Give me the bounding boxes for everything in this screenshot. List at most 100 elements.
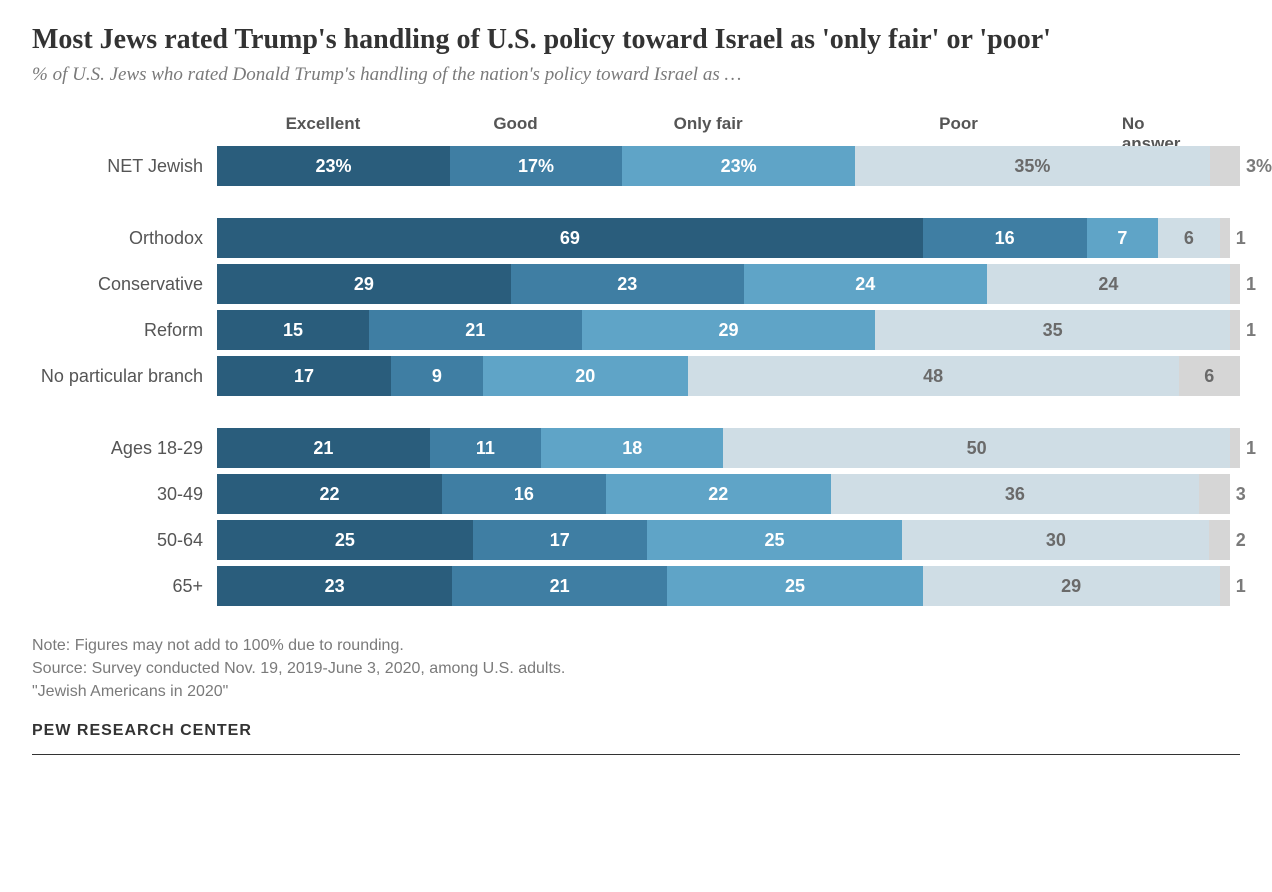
segment-no_answer: 1	[1220, 218, 1230, 258]
segment-poor: 35%	[855, 146, 1210, 186]
row-label: Conservative	[32, 274, 217, 295]
segment-value: 30	[1046, 530, 1066, 551]
segment-value: 3	[1236, 484, 1246, 505]
segment-value: 21	[550, 576, 570, 597]
segment-poor: 36	[831, 474, 1199, 514]
row-label: 50-64	[32, 530, 217, 551]
segment-value: 50	[967, 438, 987, 459]
segment-no_answer: 3%	[1210, 146, 1240, 186]
segment-value: 1	[1246, 438, 1256, 459]
segment-value: 24	[855, 274, 875, 295]
segment-value: 1	[1246, 320, 1256, 341]
segment-only_fair: 23%	[622, 146, 855, 186]
stacked-bar: 17 9 20 48 6	[217, 356, 1240, 396]
segment-value: 23	[325, 576, 345, 597]
segment-poor: 29	[923, 566, 1220, 606]
group-gap	[32, 402, 1240, 428]
segment-value: 29	[718, 320, 738, 341]
stacked-bar: 292324241	[217, 264, 1240, 304]
bar-row: 65+232125291	[32, 566, 1240, 606]
stacked-bar: 211118501	[217, 428, 1240, 468]
segment-only_fair: 29	[582, 310, 876, 350]
segment-only_fair: 25	[667, 566, 923, 606]
bar-row: Orthodox69 16 7 6 1	[32, 218, 1240, 258]
legend-excellent: Excellent	[286, 114, 361, 134]
bar-row: 30-49221622363	[32, 474, 1240, 514]
segment-value: 11	[476, 438, 495, 459]
footnote-line: "Jewish Americans in 2020"	[32, 680, 1240, 703]
segment-good: 16	[923, 218, 1087, 258]
row-label: Ages 18-29	[32, 438, 217, 459]
stacked-bar: 15 21 29 35 1	[217, 310, 1240, 350]
segment-value: 22	[708, 484, 728, 505]
segment-good: 11	[430, 428, 541, 468]
segment-value: 35	[1043, 320, 1063, 341]
segment-value: 16	[995, 228, 1015, 249]
segment-value: 23%	[315, 156, 351, 177]
segment-value: 6	[1184, 228, 1194, 249]
chart-footnotes: Note: Figures may not add to 100% due to…	[32, 634, 1240, 704]
bar-row: 50-64251725302	[32, 520, 1240, 560]
segment-excellent: 17	[217, 356, 391, 396]
segment-no_answer: 1	[1230, 264, 1240, 304]
segment-no_answer: 1	[1230, 310, 1240, 350]
source-logo: PEW RESEARCH CENTER	[32, 722, 1240, 740]
segment-excellent: 21	[217, 428, 430, 468]
row-label: NET Jewish	[32, 156, 217, 177]
segment-value: 21	[465, 320, 485, 341]
row-label: No particular branch	[32, 366, 217, 387]
bar-row: Conservative292324241	[32, 264, 1240, 304]
segment-value: 17	[294, 366, 314, 387]
segment-value: 22	[320, 484, 340, 505]
segment-value: 3%	[1246, 156, 1272, 177]
segment-only_fair: 24	[744, 264, 987, 304]
segment-value: 25	[335, 530, 355, 551]
segment-good: 17%	[450, 146, 622, 186]
segment-value: 1	[1246, 274, 1256, 295]
segment-value: 48	[923, 366, 943, 387]
footnote-line: Note: Figures may not add to 100% due to…	[32, 634, 1240, 657]
segment-only_fair: 22	[606, 474, 831, 514]
segment-poor: 48	[688, 356, 1179, 396]
segment-value: 1	[1236, 576, 1246, 597]
segment-no_answer: 1	[1220, 566, 1230, 606]
segment-value: 1	[1236, 228, 1246, 249]
row-label: Reform	[32, 320, 217, 341]
segment-value: 20	[575, 366, 595, 387]
segment-value: 25	[785, 576, 805, 597]
segment-value: 21	[313, 438, 333, 459]
segment-excellent: 29	[217, 264, 511, 304]
stacked-bar: 22 16 22 363	[217, 474, 1240, 514]
group-gap	[32, 192, 1240, 218]
bottom-rule	[32, 754, 1240, 755]
segment-value: 16	[514, 484, 534, 505]
segment-poor: 30	[902, 520, 1209, 560]
chart-title: Most Jews rated Trump's handling of U.S.…	[32, 24, 1240, 56]
segment-poor: 24	[987, 264, 1230, 304]
segment-poor: 35	[875, 310, 1230, 350]
segment-no_answer: 3	[1199, 474, 1230, 514]
segment-poor: 6	[1158, 218, 1219, 258]
segment-excellent: 23%	[217, 146, 450, 186]
segment-excellent: 69	[217, 218, 923, 258]
legend-good: Good	[493, 114, 537, 134]
row-label: Orthodox	[32, 228, 217, 249]
segment-value: 23	[617, 274, 637, 295]
segment-value: 29	[1061, 576, 1081, 597]
segment-only_fair: 25	[647, 520, 903, 560]
segment-excellent: 23	[217, 566, 452, 606]
footnote-line: Source: Survey conducted Nov. 19, 2019-J…	[32, 657, 1240, 680]
segment-only_fair: 18	[541, 428, 723, 468]
legend-poor: Poor	[939, 114, 978, 134]
stacked-bar: 23%17%23%35%3%	[217, 146, 1240, 186]
segment-good: 9	[391, 356, 483, 396]
legend-row: ExcellentGoodOnly fairPoorNo answer	[217, 114, 1180, 138]
segment-value: 15	[283, 320, 303, 341]
segment-value: 7	[1117, 228, 1127, 249]
segment-good: 17	[473, 520, 647, 560]
segment-no_answer: 6	[1179, 356, 1240, 396]
segment-only_fair: 20	[483, 356, 688, 396]
segment-value: 29	[354, 274, 374, 295]
segment-value: 35%	[1014, 156, 1050, 177]
stacked-bar: 251725302	[217, 520, 1240, 560]
